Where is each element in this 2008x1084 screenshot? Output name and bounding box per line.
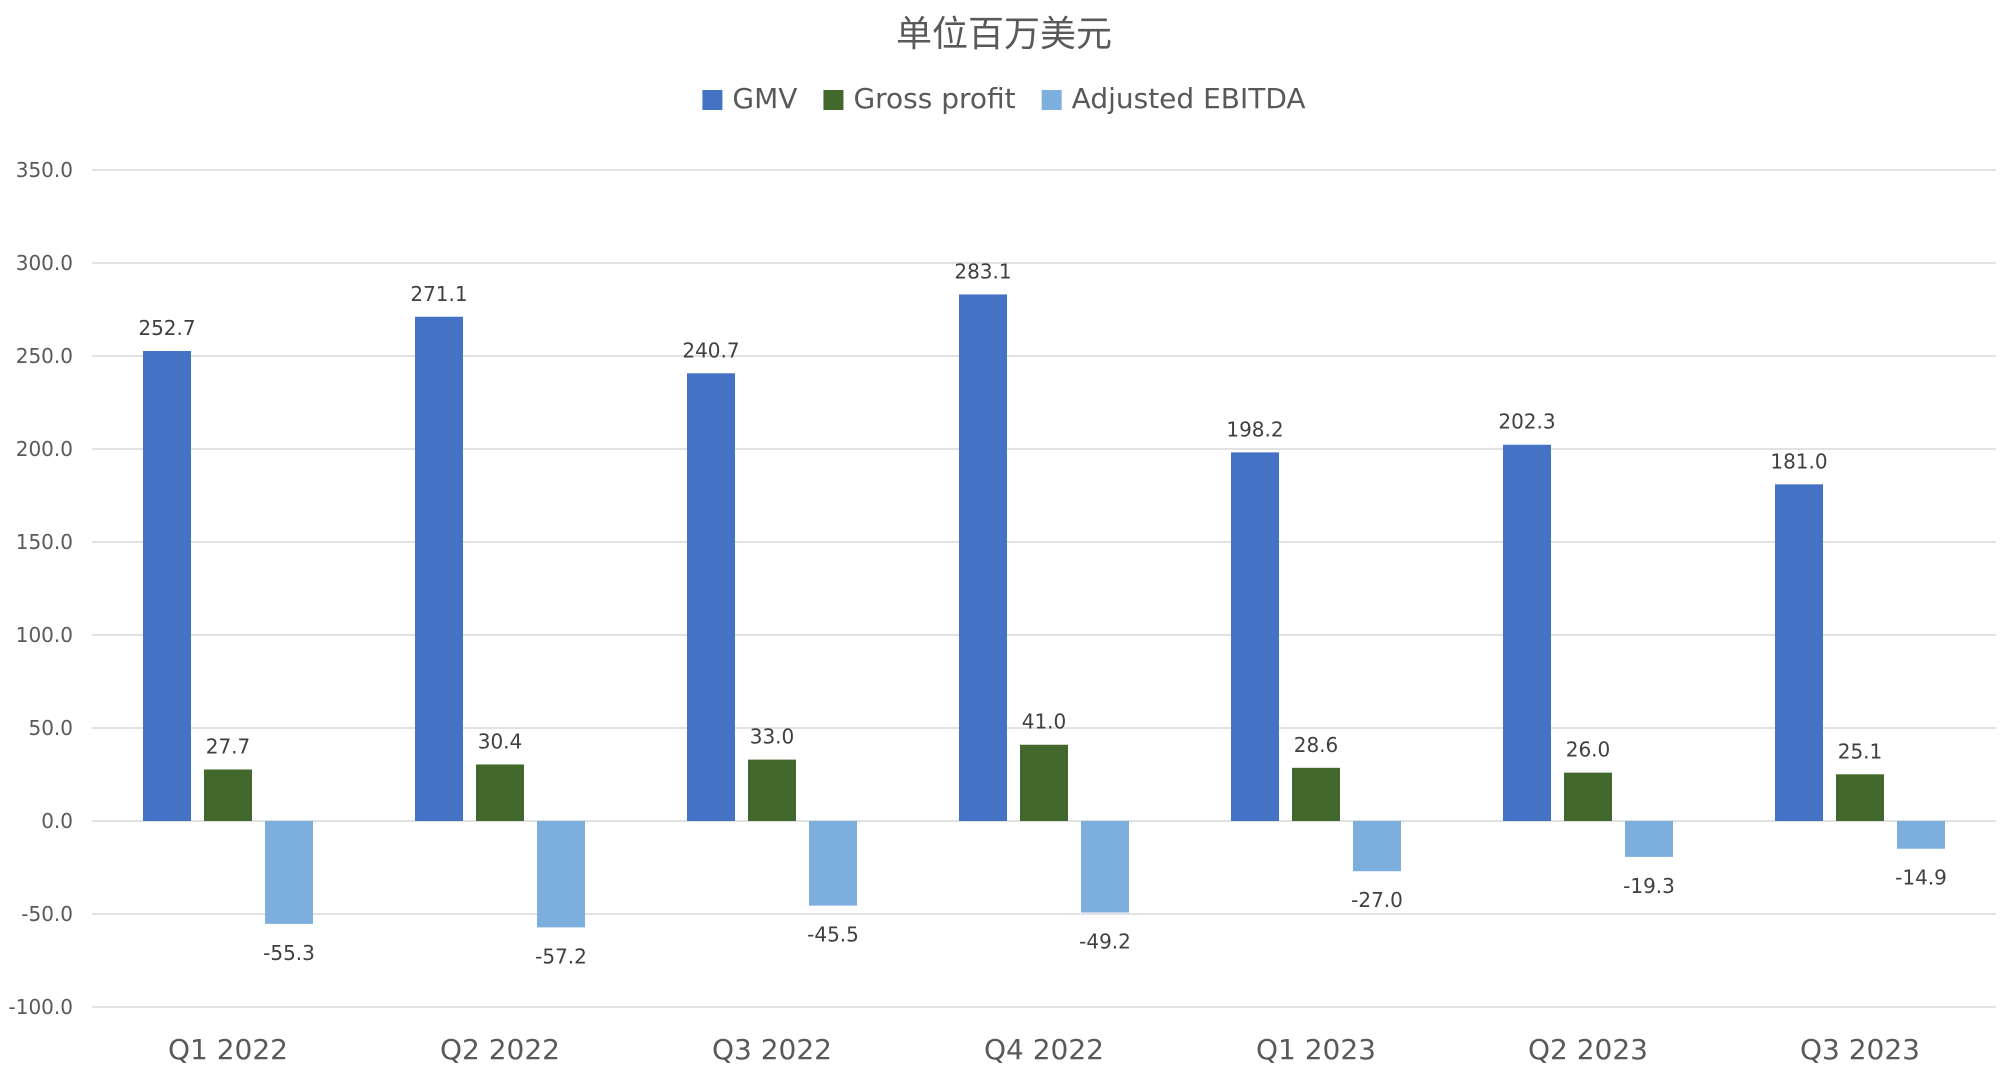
data-label: 202.3 xyxy=(1498,410,1555,434)
data-label: 198.2 xyxy=(1226,417,1283,441)
bar xyxy=(1625,821,1673,857)
bar xyxy=(1503,444,1551,821)
y-tick-label: -100.0 xyxy=(9,995,73,1019)
data-label: -45.5 xyxy=(807,923,859,947)
y-tick-label: 250.0 xyxy=(16,344,73,368)
bar xyxy=(537,821,585,928)
bar xyxy=(1231,452,1279,821)
x-axis-ticks: Q1 2022 Q2 2022 Q3 2022 Q4 2022 Q1 2023 Q2 20… xyxy=(168,1033,1920,1066)
data-label: 283.1 xyxy=(954,259,1011,283)
data-label: 41.0 xyxy=(1022,710,1067,734)
legend-label: GMV xyxy=(732,82,797,115)
data-label: 252.7 xyxy=(138,316,195,340)
x-tick-label: Q2 2023 xyxy=(1528,1033,1648,1066)
data-label: 26.0 xyxy=(1566,738,1611,762)
legend-label: Gross profit xyxy=(853,82,1015,115)
bar xyxy=(1836,774,1884,821)
x-tick-label: Q2 2022 xyxy=(440,1033,560,1066)
data-label: -27.0 xyxy=(1351,888,1403,912)
bar xyxy=(1775,484,1823,821)
legend-swatch xyxy=(1041,90,1062,110)
bar xyxy=(1564,772,1612,821)
bar xyxy=(476,764,524,821)
x-tick-label: Q3 2022 xyxy=(712,1033,832,1066)
bar xyxy=(415,316,463,821)
bar xyxy=(687,373,735,821)
data-label: 28.6 xyxy=(1294,733,1339,757)
data-label: 271.1 xyxy=(410,282,467,306)
data-label: -14.9 xyxy=(1895,866,1947,890)
legend: GMV Gross profit Adjusted EBITDA xyxy=(702,82,1306,115)
legend-label: Adjusted EBITDA xyxy=(1072,82,1306,115)
legend-item: GMV xyxy=(702,82,797,115)
gridlines xyxy=(92,169,1996,1008)
y-tick-label: 0.0 xyxy=(41,809,73,833)
data-label: 27.7 xyxy=(206,734,251,758)
bar xyxy=(809,821,857,906)
bar xyxy=(1081,821,1129,913)
data-label: -57.2 xyxy=(535,944,587,968)
data-label: -19.3 xyxy=(1623,874,1675,898)
bar xyxy=(1897,821,1945,849)
data-label: 181.0 xyxy=(1770,449,1827,473)
data-label: 240.7 xyxy=(682,338,739,362)
data-label: 33.0 xyxy=(750,725,795,749)
data-labels: 252.7 27.7 -55.3 271.1 30.4 -57.2 240.7 33.0 -45… xyxy=(138,259,1947,968)
y-tick-label: 150.0 xyxy=(16,530,73,554)
legend-item: Gross profit xyxy=(823,82,1016,115)
x-tick-label: Q4 2022 xyxy=(984,1033,1104,1066)
y-axis-ticks: -100.0 -50.0 0.0 50.0 100.0 150.0 200.0 250.0 30… xyxy=(9,158,73,1019)
bar xyxy=(204,769,252,821)
bar xyxy=(143,350,191,821)
legend-item: Adjusted EBITDA xyxy=(1041,82,1306,115)
legend-swatch xyxy=(702,90,723,110)
data-label: -49.2 xyxy=(1079,930,1131,954)
y-tick-label: 350.0 xyxy=(16,158,73,182)
y-tick-label: 100.0 xyxy=(16,623,73,647)
bar xyxy=(1020,744,1068,821)
y-tick-label: 300.0 xyxy=(16,251,73,275)
legend-swatch xyxy=(823,90,844,110)
data-label: 30.4 xyxy=(478,729,523,753)
bar xyxy=(1353,821,1401,872)
bar xyxy=(265,821,313,924)
x-tick-label: Q1 2022 xyxy=(168,1033,288,1066)
data-label: 25.1 xyxy=(1838,739,1883,763)
chart-title: 单位百万美元 xyxy=(896,14,1112,55)
bars xyxy=(143,294,1945,928)
y-tick-label: -50.0 xyxy=(21,902,73,926)
data-label: -55.3 xyxy=(263,941,315,965)
x-tick-label: Q3 2023 xyxy=(1800,1033,1920,1066)
x-tick-label: Q1 2023 xyxy=(1256,1033,1376,1066)
bar xyxy=(1292,767,1340,821)
y-tick-label: 200.0 xyxy=(16,437,73,461)
bar xyxy=(748,759,796,821)
y-tick-label: 50.0 xyxy=(28,716,73,740)
bar xyxy=(959,294,1007,822)
